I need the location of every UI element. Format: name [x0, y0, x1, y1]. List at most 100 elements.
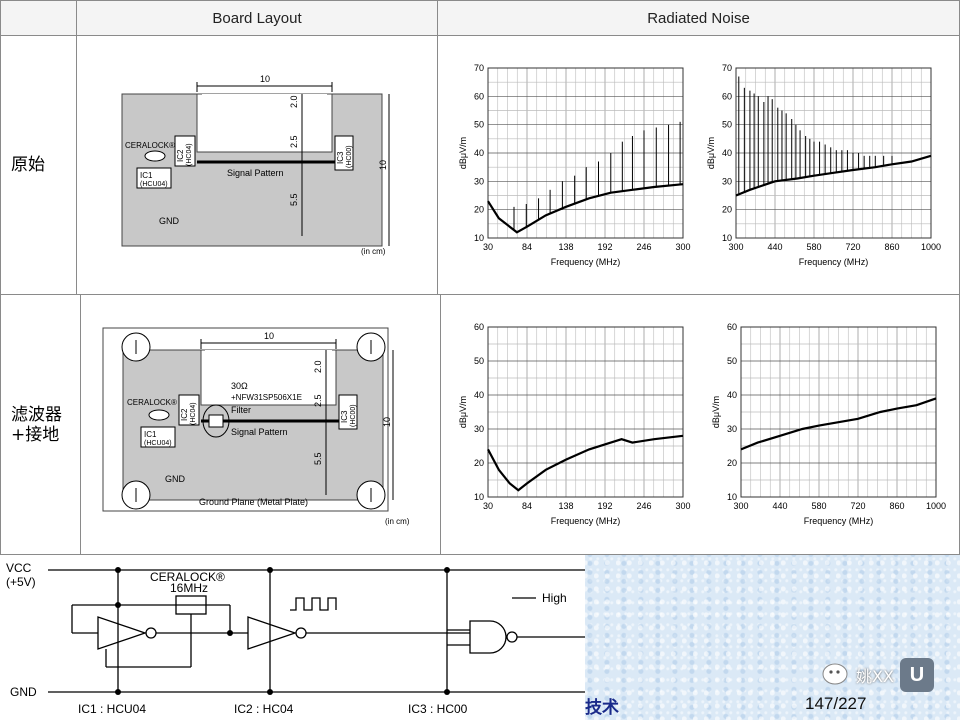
noise-cell-filter: 10 20 30 40 50 60 30 84 138 192 246 300 Frequency (M… — [440, 294, 960, 555]
row-label-original: 原始 — [0, 35, 77, 295]
noise-floor-line — [487, 434, 684, 492]
y-tick-label: 60 — [727, 322, 737, 332]
filter-part: +NFW31SP506X1E — [231, 393, 302, 402]
y-tick-label: 50 — [727, 356, 737, 366]
x-tick-label: 440 — [767, 242, 782, 252]
dim-height: 10 — [382, 417, 392, 427]
ic2-label: IC2 — [180, 408, 189, 421]
x-tick-label: 138 — [558, 242, 573, 252]
corner-cell — [0, 0, 77, 36]
x-tick-label: 30 — [483, 501, 493, 511]
y-tick-label: 30 — [474, 176, 484, 186]
plot-frame — [487, 67, 684, 239]
page-number: 147/227 — [805, 694, 867, 713]
noise-chart-filter-high: 10 20 30 40 50 60 300 440 580 720 860 1000 Frequency… — [711, 322, 946, 526]
x-tick-label: 84 — [522, 501, 532, 511]
board-layout-original: 10 2.0 2.5 5.5 10 CERALOCK® IC2 (HC04) I… — [121, 74, 390, 256]
y-axis-label: dBμV/m — [711, 396, 721, 428]
y-tick-label: 10 — [722, 233, 732, 243]
layout-cell-filter: 10 2.0 2.5 5.5 10 30Ω +NFW31SP506X1E Fil… — [80, 294, 441, 555]
plot-frame — [735, 67, 932, 239]
y-tick-label: 50 — [474, 356, 484, 366]
y-tick-label: 30 — [474, 424, 484, 434]
y-tick-label: 60 — [722, 91, 732, 101]
comparison-table: Board Layout Radiated Noise 原始 10 2 — [0, 0, 960, 555]
ic3-label: IC3 — [340, 410, 349, 423]
dim-2-5: 2.5 — [289, 135, 299, 148]
dim-2-0: 2.0 — [313, 360, 323, 373]
watermark: 姚XX U — [820, 658, 934, 692]
header-board-layout: Board Layout — [76, 0, 438, 36]
chat-bubble-icon — [822, 663, 848, 685]
ic3-part: (HC00) — [346, 145, 353, 168]
x-tick-label: 300 — [728, 242, 743, 252]
x-tick-label: 192 — [597, 242, 612, 252]
dim-5-5: 5.5 — [313, 452, 323, 465]
unit-label: (in cm) — [361, 247, 386, 256]
x-tick-label: 30 — [483, 242, 493, 252]
dim-width: 10 — [264, 331, 274, 341]
x-tick-label: 300 — [675, 501, 690, 511]
noise-cell-original: 10 20 30 40 50 60 70 30 84 138 192 246 300 Frequency … — [437, 35, 960, 295]
signal-pattern-label: Signal Pattern — [231, 427, 288, 437]
x-tick-label: 860 — [889, 501, 904, 511]
high-label: High — [542, 591, 567, 605]
x-tick-label: 84 — [522, 242, 532, 252]
y-tick-label: 20 — [722, 205, 732, 215]
gnd-label: GND — [10, 685, 37, 699]
x-axis-label: Frequency (MHz) — [551, 516, 621, 526]
watermark-text: 姚XX — [856, 667, 894, 686]
noise-chart-original-high: 10 20 30 40 50 60 70 300 440 580 720 860 1000 Frequen… — [706, 63, 941, 267]
unit-label: (in cm) — [385, 517, 410, 526]
y-tick-label: 10 — [474, 492, 484, 502]
dim-5-5: 5.5 — [289, 193, 299, 206]
signal-pattern-label: Signal Pattern — [227, 168, 284, 178]
y-tick-label: 40 — [474, 148, 484, 158]
x-tick-label: 1000 — [926, 501, 946, 511]
y-axis-label: dBμV/m — [706, 137, 716, 169]
noise-chart-filter-low: 10 20 30 40 50 60 30 84 138 192 246 300 Frequency (M… — [458, 322, 691, 526]
ic2-part: (HC04) — [190, 402, 197, 425]
ic2-part: (HC04) — [186, 143, 193, 166]
oscillator-circuit: VCC (+5V) GND CERALOCK® 16MHz High IC1 :… — [0, 555, 585, 720]
noise-floor-line — [740, 397, 937, 451]
dim-height: 10 — [378, 160, 388, 170]
ic2-label: IC2 : HC04 — [234, 702, 294, 716]
board-layout-filter: 10 2.0 2.5 5.5 10 30Ω +NFW31SP506X1E Fil… — [102, 327, 410, 526]
x-tick-label: 138 — [558, 501, 573, 511]
x-tick-label: 192 — [597, 501, 612, 511]
y-tick-label: 30 — [727, 424, 737, 434]
logo-icon: U — [899, 658, 934, 692]
x-axis-label: Frequency (MHz) — [551, 257, 621, 267]
y-tick-label: 40 — [722, 148, 732, 158]
y-tick-label: 40 — [727, 390, 737, 400]
y-tick-label: 70 — [474, 63, 484, 73]
y-tick-label: 20 — [727, 458, 737, 468]
y-tick-label: 50 — [474, 120, 484, 130]
y-tick-label: 10 — [727, 492, 737, 502]
x-tick-label: 860 — [884, 242, 899, 252]
noise-chart-original-low: 10 20 30 40 50 60 70 30 84 138 192 246 300 Frequency … — [458, 63, 691, 267]
noise-floor-line — [735, 154, 932, 197]
x-tick-label: 246 — [636, 501, 651, 511]
ic1-label: IC1 — [140, 171, 153, 180]
y-axis-label: dBμV/m — [458, 396, 468, 428]
ic1-part: (HCU04) — [140, 181, 168, 188]
y-tick-label: 10 — [474, 233, 484, 243]
vcc-label: VCC — [6, 561, 32, 575]
x-tick-label: 720 — [845, 242, 860, 252]
ic2-label: IC2 — [176, 149, 185, 162]
x-tick-label: 580 — [806, 242, 821, 252]
y-tick-label: 30 — [722, 176, 732, 186]
ic3-part: (HC00) — [350, 404, 357, 427]
plot-frame — [740, 326, 937, 498]
x-tick-label: 1000 — [921, 242, 941, 252]
x-tick-label: 246 — [636, 242, 651, 252]
ic3-label: IC3 — [336, 151, 345, 164]
ic1-label: IC1 — [144, 430, 157, 439]
gnd-label: GND — [159, 216, 180, 226]
dim-2-5: 2.5 — [313, 394, 323, 407]
x-tick-label: 300 — [675, 242, 690, 252]
y-tick-label: 40 — [474, 390, 484, 400]
plot-frame — [487, 326, 684, 498]
